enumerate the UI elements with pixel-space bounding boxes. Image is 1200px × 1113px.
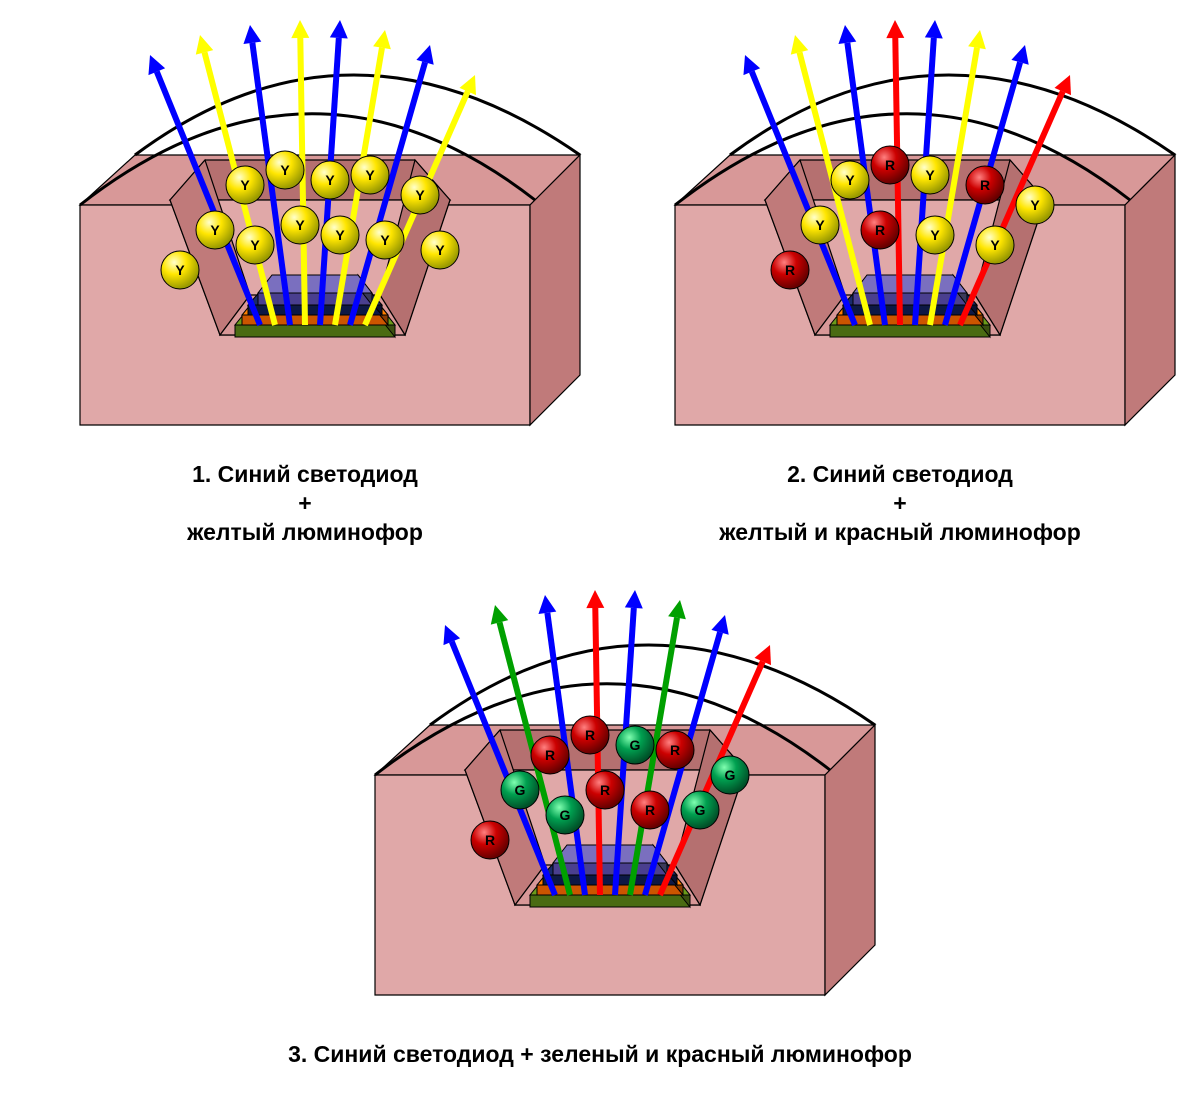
svg-text:R: R (600, 782, 610, 798)
panel-caption-2: 2. Синий светодиод + желтый и красный лю… (615, 460, 1185, 546)
svg-text:G: G (630, 737, 641, 753)
svg-text:Y: Y (280, 162, 290, 178)
svg-text:G: G (515, 782, 526, 798)
svg-text:Y: Y (415, 187, 425, 203)
led-phosphor-diagram: Y Y Y Y Y Y Y Y Y Y Y Y 1. Синий светодиод + желтый … (0, 0, 1200, 1113)
svg-text:Y: Y (325, 172, 335, 188)
svg-text:Y: Y (335, 227, 345, 243)
svg-text:G: G (695, 802, 706, 818)
svg-text:G: G (560, 807, 571, 823)
panel-caption-3: 3. Синий светодиод + зеленый и красный л… (165, 1040, 1035, 1069)
svg-text:Y: Y (250, 237, 260, 253)
svg-text:R: R (980, 177, 990, 193)
led-panel-svg-1: Y Y Y Y Y Y Y Y Y Y Y Y (20, 5, 590, 445)
led-panel-svg-2: R Y Y R R Y Y R Y Y (615, 5, 1185, 445)
led-panel-3: R G R G R R G R R G G (315, 575, 885, 1015)
panel-caption-1: 1. Синий светодиод + желтый люминофор (20, 460, 590, 546)
svg-text:Y: Y (1030, 197, 1040, 213)
svg-text:Y: Y (815, 217, 825, 233)
svg-text:R: R (585, 727, 595, 743)
svg-text:Y: Y (845, 172, 855, 188)
svg-text:Y: Y (930, 227, 940, 243)
svg-text:Y: Y (380, 232, 390, 248)
svg-text:R: R (875, 222, 885, 238)
svg-text:Y: Y (175, 262, 185, 278)
svg-text:R: R (670, 742, 680, 758)
led-panel-2: R Y Y R R Y Y R Y Y (615, 5, 1185, 445)
led-panel-svg-3: R G R G R R G R R G G (315, 575, 885, 1015)
svg-text:Y: Y (925, 167, 935, 183)
svg-text:Y: Y (240, 177, 250, 193)
svg-text:R: R (645, 802, 655, 818)
svg-text:Y: Y (990, 237, 1000, 253)
svg-text:Y: Y (295, 217, 305, 233)
svg-text:Y: Y (210, 222, 220, 238)
led-panel-1: Y Y Y Y Y Y Y Y Y Y Y Y (20, 5, 590, 445)
svg-text:R: R (485, 832, 495, 848)
svg-text:G: G (725, 767, 736, 783)
svg-text:R: R (885, 157, 895, 173)
svg-text:R: R (785, 262, 795, 278)
svg-text:R: R (545, 747, 555, 763)
svg-text:Y: Y (435, 242, 445, 258)
svg-text:Y: Y (365, 167, 375, 183)
